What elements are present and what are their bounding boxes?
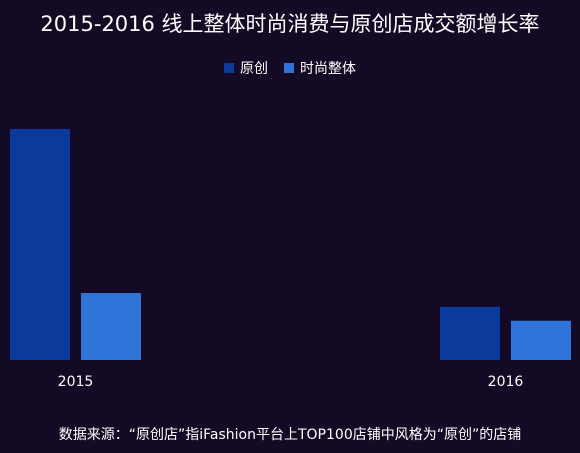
legend-label-fashion-overall: 时尚整体 (300, 61, 356, 77)
chart-title: 2015-2016 线上整体时尚消费与原创店成交额增长率 (40, 12, 540, 36)
bar-2016-original (440, 306, 500, 360)
legend-swatch-original (224, 63, 234, 73)
legend-item-fashion-overall: 时尚整体 (284, 58, 356, 78)
footnote-source: 数据来源：“原创店”指iFashion平台上TOP100店铺中风格为“原创”的店… (58, 427, 522, 443)
legend-label-original: 原创 (240, 61, 268, 77)
legend: 原创 时尚整体 (0, 58, 580, 78)
x-tick-label-2015: 2015 (58, 374, 94, 390)
x-tick-label-2016: 2016 (488, 374, 524, 390)
legend-item-original: 原创 (224, 58, 268, 78)
bar-2016-fashion-overall (511, 320, 571, 360)
legend-swatch-fashion-overall (284, 63, 294, 73)
bar-2015-fashion-overall (81, 293, 141, 360)
bar-2015-original (10, 129, 70, 360)
